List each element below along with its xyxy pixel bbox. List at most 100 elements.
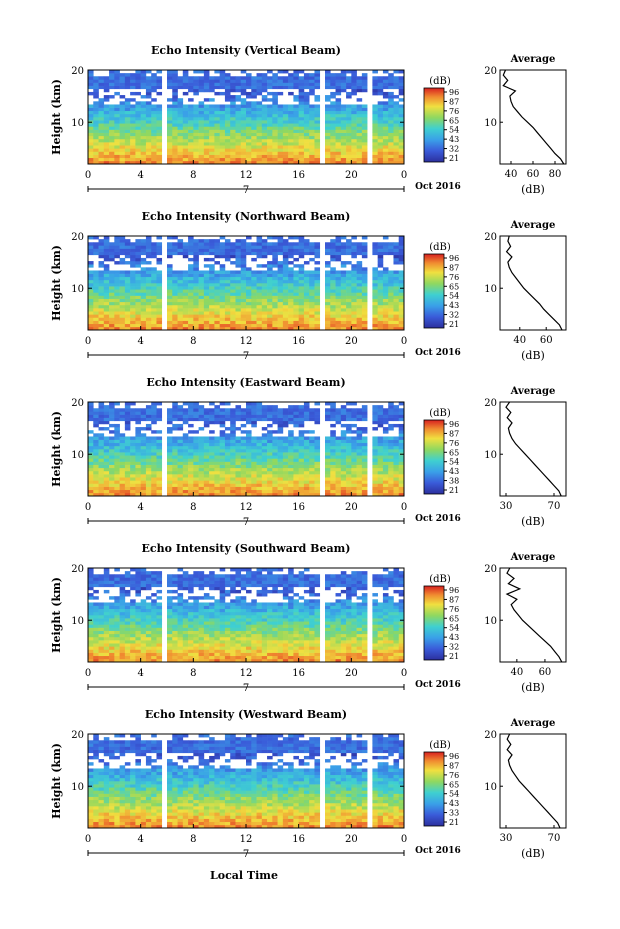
heatmap-cell	[361, 286, 368, 290]
heatmap-cell	[230, 317, 236, 321]
heatmap-cell	[172, 242, 178, 246]
heatmap-cell	[256, 123, 263, 127]
heatmap-cell	[351, 79, 357, 83]
heatmap-cell	[88, 129, 94, 133]
heatmap-cell	[140, 442, 147, 447]
heatmap-cell	[325, 145, 331, 149]
heatmap-cell	[235, 643, 242, 647]
heatmap-cell	[219, 489, 226, 494]
heatmap-cell	[124, 467, 131, 472]
heatmap-cell	[325, 326, 331, 331]
heatmap-cell	[193, 292, 199, 296]
heatmap-cell	[288, 655, 294, 660]
heatmap-cell	[124, 314, 131, 318]
heatmap-cell	[330, 73, 336, 77]
heatmap-cell	[388, 326, 394, 331]
heatmap-cell	[340, 242, 347, 246]
heatmap-cell	[298, 110, 305, 115]
heatmap-cell	[151, 157, 157, 162]
heatmap-cell	[346, 120, 352, 124]
heatmap-cell	[256, 320, 263, 325]
heatmap-cell	[240, 486, 247, 491]
heatmap-cell	[219, 420, 226, 425]
heatmap-cell	[182, 273, 189, 278]
heatmap-cell	[303, 314, 310, 318]
heatmap-cell	[203, 483, 210, 487]
heatmap-cell	[282, 408, 289, 412]
heatmap-cell	[135, 126, 141, 130]
heatmap-cell	[167, 254, 173, 259]
heatmap-cell	[188, 414, 194, 418]
heatmap-cell	[93, 308, 99, 312]
heatmap-cell	[398, 135, 405, 140]
heatmap-cell	[398, 658, 405, 663]
heatmap-cell	[393, 483, 400, 487]
heatmap-cell	[356, 658, 363, 663]
heatmap-cell	[246, 79, 252, 83]
heatmap-cell	[182, 248, 189, 252]
heatmap-cell	[198, 439, 205, 444]
heatmap-cell	[172, 236, 178, 240]
heatmap-cell	[393, 326, 400, 331]
y-axis-label: Height (km)	[50, 79, 63, 155]
x-tick-label: 4	[137, 336, 143, 347]
heatmap-cell	[388, 95, 394, 99]
heatmap-cell	[114, 245, 120, 249]
heatmap-cell	[224, 474, 231, 478]
heatmap-cell	[298, 239, 305, 243]
heatmap-cell	[203, 70, 210, 74]
heatmap-cell	[93, 317, 99, 321]
heatmap-cell	[325, 304, 331, 309]
heatmap-cell	[119, 655, 126, 660]
panel-title: Echo Intensity (Vertical Beam)	[151, 44, 341, 57]
heatmap-cell	[188, 110, 194, 115]
heatmap-cell	[356, 113, 363, 118]
heatmap-cell	[103, 445, 110, 450]
heatmap-cell	[293, 470, 299, 475]
heatmap-cell	[303, 455, 310, 459]
heatmap-cell	[214, 658, 220, 663]
heatmap-cell	[240, 142, 247, 146]
heatmap-cell	[93, 311, 99, 315]
heatmap-cell	[198, 292, 205, 296]
heatmap-cell	[256, 160, 263, 165]
heatmap-cell	[261, 154, 268, 159]
heatmap-cell	[293, 414, 299, 418]
heatmap-cell	[246, 151, 252, 155]
heatmap-cell	[103, 267, 110, 271]
heatmap-cell	[182, 270, 189, 274]
heatmap-cell	[325, 483, 331, 487]
heatmap-cell	[246, 461, 252, 465]
x-tick-label: 20	[345, 502, 358, 513]
heatmap-cell	[298, 467, 305, 472]
heatmap-cell	[119, 304, 126, 309]
heatmap-cell	[335, 317, 342, 321]
heatmap-cell	[151, 248, 157, 252]
heatmap-cell	[356, 655, 363, 660]
heatmap-cell	[272, 91, 278, 96]
heatmap-cell	[356, 467, 363, 472]
heatmap-cell	[135, 248, 141, 252]
heatmap-cell	[109, 436, 115, 440]
heatmap-cell	[335, 85, 342, 90]
heatmap-cell	[135, 151, 141, 155]
heatmap-cell	[277, 467, 284, 472]
heatmap-cell	[156, 104, 163, 108]
heatmap-cell	[103, 157, 110, 162]
heatmap-cell	[167, 646, 173, 650]
heatmap-cell	[188, 138, 194, 143]
heatmap-cell	[393, 295, 400, 299]
heatmap-cell	[151, 254, 157, 259]
x-tick-label: 12	[240, 170, 253, 181]
heatmap-cell	[356, 248, 363, 252]
heatmap-cell	[103, 420, 110, 425]
heatmap-cell	[198, 148, 205, 152]
heatmap-cell	[188, 455, 194, 459]
heatmap-cell	[240, 323, 247, 328]
heatmap-cell	[109, 439, 115, 444]
heatmap-cell	[151, 452, 157, 456]
heatmap-cell	[325, 477, 331, 481]
heatmap-cell	[109, 95, 115, 99]
heatmap-cell	[330, 402, 336, 406]
heatmap-cell	[309, 107, 315, 112]
